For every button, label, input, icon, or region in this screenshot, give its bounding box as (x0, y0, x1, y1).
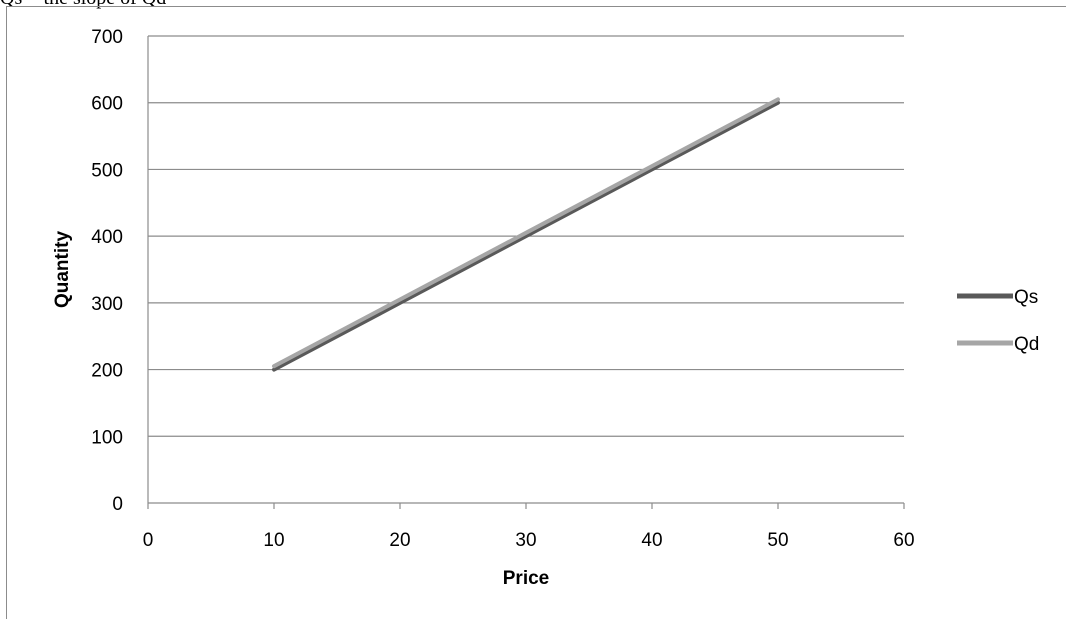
y-tick-0: 0 (112, 494, 123, 515)
x-tick-40: 40 (641, 530, 662, 551)
x-axis-title: Price (503, 568, 549, 589)
x-tick-0: 0 (143, 530, 154, 551)
legend-label-qs: Qs (1014, 287, 1038, 308)
x-tick-30: 30 (515, 530, 536, 551)
x-tick-labels: 0 10 20 30 40 50 60 (143, 530, 915, 551)
header-text: Qs = the slope of Qd (0, 0, 166, 10)
y-tick-400: 400 (91, 227, 123, 248)
y-tick-700: 700 (91, 27, 123, 48)
series-lines (272, 97, 780, 372)
legend: Qs Qd (957, 287, 1039, 355)
y-tick-200: 200 (91, 361, 123, 382)
y-tick-500: 500 (91, 160, 123, 181)
y-tick-300: 300 (91, 294, 123, 315)
y-tick-100: 100 (91, 427, 123, 448)
series-line-qd (272, 97, 780, 369)
chart-frame (6, 6, 1066, 619)
x-tick-20: 20 (389, 530, 410, 551)
axes (147, 36, 905, 509)
series-line-qs (272, 100, 780, 372)
y-axis-title: Quantity (52, 231, 73, 308)
y-tick-labels: 0 100 200 300 400 500 600 700 (91, 27, 123, 515)
x-tick-10: 10 (263, 530, 284, 551)
y-tick-600: 600 (91, 94, 123, 115)
x-tick-50: 50 (767, 530, 788, 551)
legend-label-qd: Qd (1014, 334, 1039, 355)
x-tick-60: 60 (893, 530, 914, 551)
